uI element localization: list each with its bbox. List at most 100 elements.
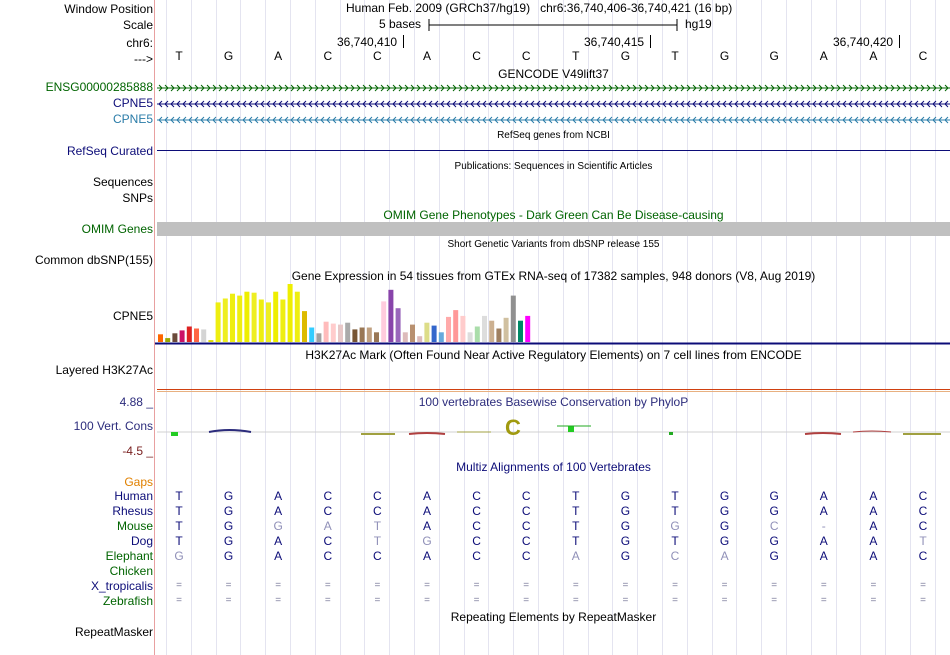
strand-arrow bbox=[524, 100, 529, 108]
gtex-tissue-bar[interactable] bbox=[258, 299, 264, 343]
gtex-tissue-bar[interactable] bbox=[510, 295, 516, 342]
gtex-tissue-bar[interactable] bbox=[489, 320, 495, 342]
aligned-base: = bbox=[473, 595, 480, 606]
strand-arrow bbox=[698, 116, 703, 124]
gtex-tissue-bar[interactable] bbox=[330, 323, 336, 342]
species-label[interactable]: Mouse bbox=[116, 519, 153, 533]
gtex-tissue-bar[interactable] bbox=[158, 334, 163, 342]
cons-label[interactable]: 100 Vert. Cons bbox=[73, 419, 153, 433]
gtex-tissue-bar[interactable] bbox=[417, 336, 423, 342]
gtex-tissue-bar[interactable] bbox=[503, 317, 509, 342]
gtex-tissue-bar[interactable] bbox=[201, 329, 207, 342]
gtex-tissue-bar[interactable] bbox=[374, 332, 379, 342]
gtex-tissue-bar[interactable] bbox=[302, 311, 307, 342]
species-label[interactable]: Rhesus bbox=[112, 504, 153, 518]
gaps-label[interactable]: Gaps bbox=[124, 475, 153, 489]
strand-arrow bbox=[788, 84, 793, 92]
gtex-tissue-bar[interactable] bbox=[273, 291, 279, 342]
species-label[interactable]: Zebrafish bbox=[102, 594, 153, 608]
aligned-base: A bbox=[274, 534, 283, 548]
aligned-base: G bbox=[223, 489, 234, 503]
strand-arrow bbox=[560, 116, 565, 124]
gtex-tissue-bar[interactable] bbox=[438, 332, 444, 342]
strand-arrow bbox=[320, 84, 325, 92]
strand-arrow bbox=[560, 100, 565, 108]
gtex-tissue-bar[interactable] bbox=[222, 298, 228, 343]
strand-arrow bbox=[614, 100, 619, 108]
gtex-tissue-bar[interactable] bbox=[208, 340, 214, 342]
strand-arrow bbox=[176, 84, 181, 92]
gtex-tissue-bar[interactable] bbox=[294, 291, 300, 342]
refseq-gene-line[interactable] bbox=[157, 150, 950, 151]
gtex-tissue-bar[interactable] bbox=[431, 325, 437, 342]
gtex-tissue-bar[interactable] bbox=[251, 292, 257, 342]
gtex-tissue-bar[interactable] bbox=[381, 301, 387, 342]
gtex-tissue-bar[interactable] bbox=[446, 316, 451, 342]
h3k27ac-label[interactable]: Layered H3K27Ac bbox=[55, 363, 153, 377]
gencode-gene-label[interactable]: CPNE5 bbox=[112, 112, 153, 126]
repeatmasker-label[interactable]: RepeatMasker bbox=[74, 625, 153, 639]
strand-arrow bbox=[896, 100, 901, 108]
gtex-tissue-bar[interactable] bbox=[194, 328, 199, 343]
cons-mark bbox=[852, 430, 892, 433]
gtex-tissue-bar[interactable] bbox=[179, 330, 185, 342]
strand-arrow bbox=[590, 100, 595, 108]
gtex-tissue-bar[interactable] bbox=[172, 333, 178, 342]
gtex-tissue-bar[interactable] bbox=[424, 322, 430, 342]
gtex-tissue-bar[interactable] bbox=[525, 315, 531, 342]
strand-arrow bbox=[512, 84, 517, 92]
gtex-tissue-bar[interactable] bbox=[244, 291, 250, 342]
gtex-tissue-bar[interactable] bbox=[309, 327, 315, 343]
gtex-tissue-bar[interactable] bbox=[165, 338, 171, 342]
gtex-tissue-bar[interactable] bbox=[323, 321, 329, 342]
omim-label[interactable]: OMIM Genes bbox=[81, 222, 153, 236]
gtex-tissue-bar[interactable] bbox=[230, 293, 235, 342]
gencode-gene-models[interactable] bbox=[157, 80, 950, 128]
dbsnp-label[interactable]: Common dbSNP(155) bbox=[34, 253, 153, 267]
publications-label[interactable]: Sequences bbox=[92, 175, 153, 189]
gtex-tissue-bar[interactable] bbox=[518, 320, 523, 342]
gtex-tissue-bar[interactable] bbox=[186, 326, 192, 343]
gtex-tissue-bar[interactable] bbox=[388, 289, 394, 342]
gtex-tissue-bar[interactable] bbox=[366, 327, 372, 343]
gtex-tissue-bar[interactable] bbox=[237, 295, 243, 342]
gtex-tissue-bar[interactable] bbox=[474, 326, 480, 343]
gtex-tissue-bar[interactable] bbox=[482, 315, 487, 342]
gtex-tissue-bar[interactable] bbox=[215, 302, 221, 342]
gencode-gene-label[interactable]: CPNE5 bbox=[112, 96, 153, 110]
gencode-gene-label[interactable]: ENSG00000285888 bbox=[45, 80, 153, 94]
aligned-base: C bbox=[472, 504, 481, 518]
species-label[interactable]: Chicken bbox=[109, 564, 153, 578]
gtex-tissue-bar[interactable] bbox=[287, 284, 293, 342]
strand-arrow bbox=[530, 84, 535, 92]
gtex-gene-label[interactable]: CPNE5 bbox=[112, 309, 153, 323]
species-label[interactable]: Human bbox=[114, 489, 153, 503]
gtex-tissue-bar[interactable] bbox=[467, 332, 473, 342]
gtex-tissue-bar[interactable] bbox=[345, 322, 351, 342]
gtex-tissue-bar[interactable] bbox=[395, 308, 401, 342]
gtex-tissue-bar[interactable] bbox=[453, 310, 459, 342]
snps-label[interactable]: SNPs bbox=[122, 191, 153, 205]
cons-signal[interactable]: C bbox=[157, 418, 950, 444]
strand-arrow bbox=[776, 116, 781, 124]
gtex-tissue-bar[interactable] bbox=[338, 324, 343, 342]
gtex-tissue-bar[interactable] bbox=[266, 302, 271, 342]
gtex-tissue-bar[interactable] bbox=[460, 315, 466, 342]
gtex-expression-bars[interactable] bbox=[155, 282, 950, 347]
omim-feature-bar[interactable] bbox=[157, 222, 950, 236]
refseq-label[interactable]: RefSeq Curated bbox=[66, 144, 153, 158]
gtex-tissue-bar[interactable] bbox=[359, 327, 365, 343]
gtex-tissue-bar[interactable] bbox=[352, 329, 358, 342]
gtex-tissue-bar[interactable] bbox=[316, 333, 322, 342]
position-tick bbox=[899, 35, 900, 48]
strand-arrow bbox=[512, 116, 517, 124]
species-label[interactable]: Dog bbox=[130, 534, 153, 548]
gtex-tissue-bar[interactable] bbox=[496, 328, 502, 343]
gtex-tissue-bar[interactable] bbox=[410, 324, 415, 342]
strand-arrow bbox=[710, 84, 715, 92]
species-label[interactable]: X_tropicalis bbox=[90, 579, 153, 593]
species-label[interactable]: Elephant bbox=[105, 549, 153, 563]
gtex-tissue-bar[interactable] bbox=[402, 332, 408, 342]
gtex-tissue-bar[interactable] bbox=[280, 299, 286, 343]
reference-base: G bbox=[769, 49, 779, 63]
